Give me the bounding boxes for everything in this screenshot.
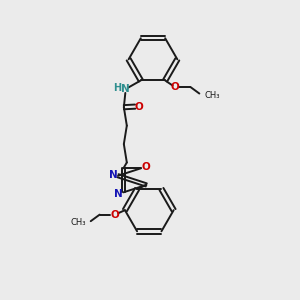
Text: O: O — [170, 82, 179, 92]
Text: O: O — [141, 162, 150, 172]
Text: N: N — [114, 188, 123, 199]
Text: N: N — [109, 169, 118, 179]
Text: CH₃: CH₃ — [70, 218, 86, 227]
Text: H: H — [113, 83, 121, 94]
Text: CH₃: CH₃ — [204, 91, 220, 100]
Text: O: O — [110, 210, 119, 220]
Text: N: N — [121, 84, 130, 94]
Text: O: O — [135, 102, 144, 112]
